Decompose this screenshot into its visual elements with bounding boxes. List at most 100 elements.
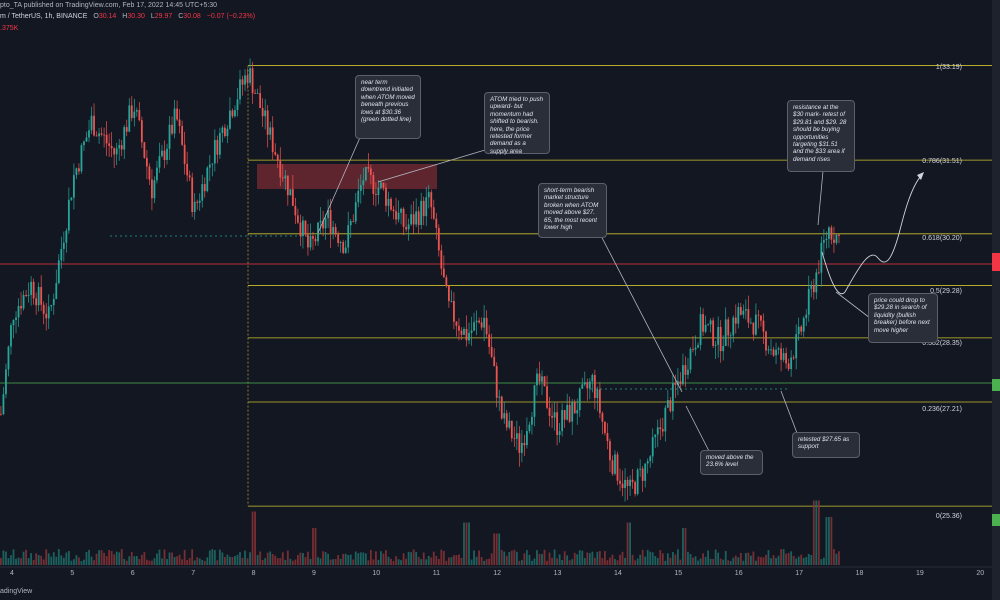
candle-body xyxy=(619,480,621,484)
volume-bar xyxy=(548,552,551,565)
note-resistance[interactable]: resistance at the $30 mark- retest of $2… xyxy=(787,100,855,172)
x-tick-label: 13 xyxy=(553,570,562,577)
candle-body xyxy=(684,365,687,375)
volume-bar xyxy=(7,558,10,565)
candle-body xyxy=(412,214,415,225)
candle-body xyxy=(664,407,667,432)
candle-body xyxy=(775,349,777,356)
candle-body xyxy=(533,385,536,417)
note-liquidity[interactable]: price could drop to $29.28 in search of … xyxy=(868,293,938,343)
volume-bar xyxy=(15,558,17,565)
candle-body xyxy=(822,240,825,243)
candle-body xyxy=(352,221,355,222)
volume-bar xyxy=(85,551,88,565)
candle-body xyxy=(770,349,772,351)
symbol-name[interactable]: m / TetherUS, 1h, BINANCE xyxy=(0,13,88,20)
candle-body xyxy=(682,365,684,385)
candle-body xyxy=(656,427,659,435)
candle-body xyxy=(339,242,342,244)
candle-body xyxy=(717,326,720,345)
candle-body xyxy=(12,319,15,326)
candle-body xyxy=(73,175,75,198)
volume-bar xyxy=(47,553,50,565)
volume-bar xyxy=(385,550,387,565)
note-structure-break[interactable]: short-term bearish market structure brok… xyxy=(538,183,607,238)
note-retest-support[interactable]: retested $27.65 as support xyxy=(792,432,860,458)
volume-bar xyxy=(67,551,70,565)
volume-bar xyxy=(795,558,798,565)
note-above-236[interactable]: moved above the 23.6% level xyxy=(700,450,763,475)
volume-bar xyxy=(483,560,486,565)
volume-bar xyxy=(90,556,93,565)
volume-bar xyxy=(22,551,25,565)
volume-bar xyxy=(135,555,138,565)
candle-body xyxy=(437,227,440,251)
volume-bar xyxy=(317,557,319,565)
candle-body xyxy=(465,328,468,341)
volume-bar xyxy=(707,550,710,565)
candle-body xyxy=(659,427,662,430)
volume-bar xyxy=(538,553,541,565)
candle-body xyxy=(551,415,553,418)
volume-bar xyxy=(347,554,350,565)
x-tick-label: 14 xyxy=(614,570,622,577)
volume-bar xyxy=(422,552,425,565)
volume-bar xyxy=(364,553,367,565)
fib-label-0236: 0.236(27.21) xyxy=(922,406,962,413)
volume-bar xyxy=(656,558,659,565)
volume-bar xyxy=(432,551,435,565)
volume-bar xyxy=(302,553,304,565)
volume-bar xyxy=(390,558,392,565)
volume-bar xyxy=(697,560,699,565)
candle-body xyxy=(60,248,63,261)
volume-bar xyxy=(332,559,335,565)
volume-bar xyxy=(661,553,664,565)
candle-body xyxy=(279,160,282,178)
candle-body xyxy=(271,127,274,153)
low-price-tag xyxy=(992,514,1000,526)
candle-body xyxy=(488,334,491,347)
candle-body xyxy=(281,177,284,179)
volume-bar xyxy=(5,551,7,565)
candle-body xyxy=(314,238,317,242)
volume-bar xyxy=(95,553,98,565)
candle-body xyxy=(332,227,335,234)
volume-bar xyxy=(639,554,642,565)
volume-bar xyxy=(307,551,309,565)
candle-body xyxy=(508,420,511,428)
candle-body xyxy=(568,404,571,422)
volume-bar xyxy=(702,553,704,565)
candle-body xyxy=(153,180,156,199)
volume-bar xyxy=(75,555,78,565)
fib-label-0786: 0.786(31.51) xyxy=(922,158,962,165)
candle-body xyxy=(450,301,453,302)
projection-arrowhead xyxy=(917,172,924,180)
volume-bar xyxy=(30,553,33,565)
volume-bar xyxy=(231,557,234,565)
volume-bar xyxy=(349,554,352,565)
volume-bar xyxy=(354,551,357,565)
fib-label-05: 0.5(29.28) xyxy=(930,288,962,295)
candle-body xyxy=(20,306,22,309)
volume-bar xyxy=(822,557,825,565)
candle-body xyxy=(566,404,569,420)
candle-body xyxy=(241,79,244,85)
candle-body xyxy=(158,156,161,168)
candle-body xyxy=(531,416,533,425)
note-supply-retest[interactable]: ATOM tried to push upward- but momentum … xyxy=(484,92,550,155)
volume-bar xyxy=(485,559,488,565)
candle-body xyxy=(689,348,692,370)
volume-bar xyxy=(400,560,402,565)
volume-bar xyxy=(820,559,823,565)
volume-bar xyxy=(490,553,493,565)
volume-bar xyxy=(138,559,141,565)
candle-body xyxy=(239,79,241,100)
candle-body xyxy=(90,115,93,131)
candle-body xyxy=(307,234,309,248)
candle-body xyxy=(234,109,236,117)
candle-body xyxy=(103,134,106,136)
candle-body xyxy=(380,182,382,188)
volume-bar xyxy=(505,555,508,565)
note-downtrend[interactable]: near term downtrend initiated when ATOM … xyxy=(355,75,421,139)
